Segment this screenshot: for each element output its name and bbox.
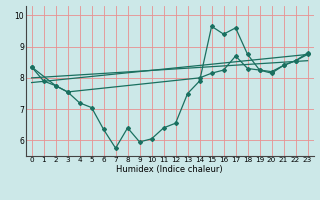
X-axis label: Humidex (Indice chaleur): Humidex (Indice chaleur) — [116, 165, 223, 174]
